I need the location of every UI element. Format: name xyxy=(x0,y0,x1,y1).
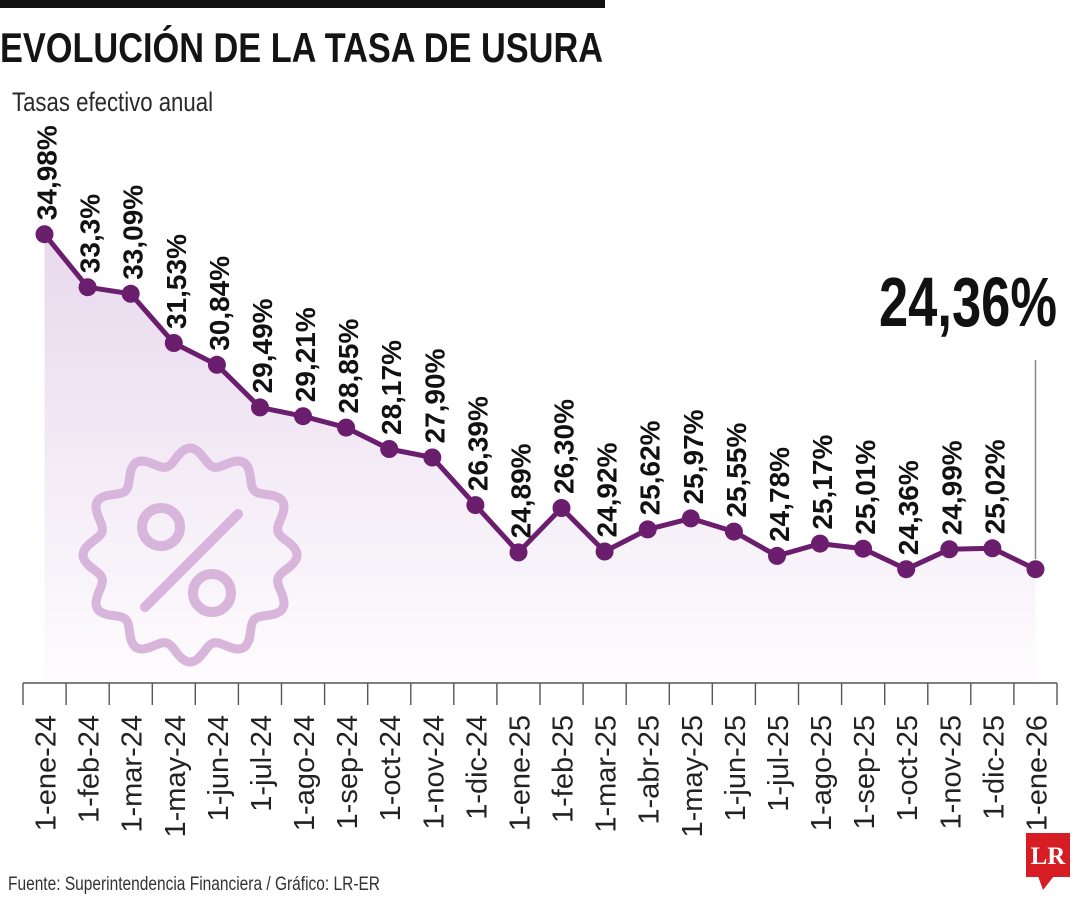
lr-logo-box xyxy=(1026,833,1070,877)
data-label: 30,84% xyxy=(204,256,235,351)
data-label: 33,09% xyxy=(118,185,149,280)
x-tick-label: 1-ago-24 xyxy=(289,715,321,831)
data-point xyxy=(121,284,140,303)
data-point xyxy=(294,407,312,426)
x-tick-label: 1-feb-25 xyxy=(548,715,580,823)
x-tick-label: 1-jul-24 xyxy=(246,715,278,812)
source-note: Fuente: Superintendencia Financiera / Gr… xyxy=(8,874,380,895)
data-point xyxy=(854,539,873,558)
data-label: 25,02% xyxy=(979,439,1010,534)
data-label: 24,99% xyxy=(936,440,967,535)
x-tick-label: 1-jun-25 xyxy=(720,715,752,821)
lr-logo-text: LR xyxy=(1031,843,1067,870)
data-label: 28,85% xyxy=(333,319,364,414)
data-label: 28,17% xyxy=(376,340,407,435)
data-point xyxy=(897,560,916,579)
x-tick-label: 1-may-25 xyxy=(677,715,709,838)
x-tick-label: 1-jun-24 xyxy=(203,715,235,821)
data-label: 24,89% xyxy=(506,443,537,538)
x-tick-label: 1-oct-25 xyxy=(892,715,924,821)
x-axis: 1-ene-24 1-feb-24 1-mar-24 1-may-24 1-jun-24… xyxy=(22,360,1058,838)
x-tick-label: 1-may-24 xyxy=(160,715,192,838)
lr-logo: LR xyxy=(1026,833,1070,890)
highlight-value-label: 24,36% xyxy=(879,263,1057,341)
data-label: 26,30% xyxy=(549,399,580,494)
data-label: 27,90% xyxy=(419,348,450,443)
data-label: 34,98% xyxy=(32,125,63,220)
data-label: 25,97% xyxy=(678,409,709,504)
x-tick-label: 1-ene-24 xyxy=(31,715,63,831)
data-point xyxy=(552,499,571,517)
data-point xyxy=(207,355,226,374)
x-tick-label: 1-abr-25 xyxy=(634,715,666,825)
chart-title: EVOLUCIÓN DE LA TASA DE USURA xyxy=(0,23,603,71)
data-point xyxy=(940,540,959,559)
x-tick-label: 1-mar-24 xyxy=(117,715,149,833)
data-point xyxy=(78,278,97,297)
data-series xyxy=(35,225,1045,579)
x-tick-label: 1-oct-24 xyxy=(375,715,407,821)
x-tick-label: 1-dic-24 xyxy=(461,715,493,820)
x-tick-label: 1-feb-24 xyxy=(74,715,106,823)
data-point xyxy=(509,543,528,562)
data-label: 31,53% xyxy=(161,234,192,329)
data-label: 24,36% xyxy=(893,460,924,555)
data-point xyxy=(768,546,786,565)
x-tick-label: 1-ene-25 xyxy=(505,715,537,831)
percent-badge-outline xyxy=(78,443,302,667)
x-tick-label: 1-nov-25 xyxy=(935,715,967,829)
x-tick-label: 1-ago-25 xyxy=(806,715,838,831)
percent-badge-lower-dot xyxy=(188,569,236,617)
data-point xyxy=(35,225,54,244)
x-tick-label: 1-nov-24 xyxy=(418,715,450,829)
data-point xyxy=(811,534,829,553)
data-point xyxy=(251,398,269,417)
data-point xyxy=(724,522,743,541)
chart-subtitle: Tasas efectivo anual xyxy=(12,87,213,117)
data-point xyxy=(466,496,485,515)
data-point xyxy=(595,542,614,561)
x-tick-label: 1-sep-24 xyxy=(332,715,364,829)
percent-badge-upper-dot xyxy=(137,503,185,551)
data-label: 25,62% xyxy=(635,420,666,515)
data-label: 33,3% xyxy=(75,194,106,273)
data-label: 25,17% xyxy=(807,435,838,530)
data-point xyxy=(337,418,356,437)
data-point xyxy=(983,539,1002,558)
percent-badge-icon xyxy=(78,443,302,667)
data-point xyxy=(681,509,700,528)
data-point xyxy=(1026,560,1045,579)
x-tick-label: 1-sep-25 xyxy=(849,715,881,829)
plot-area xyxy=(44,234,1036,683)
data-point xyxy=(164,334,183,352)
data-point xyxy=(638,520,657,539)
data-label: 29,49% xyxy=(247,298,278,393)
x-tick-label: 1-ene-26 xyxy=(1022,715,1054,831)
data-label: 25,55% xyxy=(721,423,752,518)
data-label: 24,78% xyxy=(764,447,795,542)
x-tick-label: 1-mar-25 xyxy=(591,715,623,833)
top-rule xyxy=(0,0,605,8)
percent-badge-slash xyxy=(140,509,243,612)
x-tick-label: 1-jul-25 xyxy=(763,715,795,812)
area-fill xyxy=(44,234,1036,683)
data-label: 24,92% xyxy=(592,442,623,537)
data-point xyxy=(423,448,442,467)
data-labels: 34,98% 33,3% 33,09% 31,53% 30,84% 29,49% 29,21… xyxy=(32,125,1011,555)
data-label: 25,01% xyxy=(850,440,881,535)
data-label: 26,39% xyxy=(462,396,493,491)
x-tick-label: 1-dic-25 xyxy=(978,715,1010,820)
lr-logo-tail xyxy=(1038,876,1054,890)
data-point xyxy=(380,440,399,458)
data-label: 29,21% xyxy=(290,307,321,402)
